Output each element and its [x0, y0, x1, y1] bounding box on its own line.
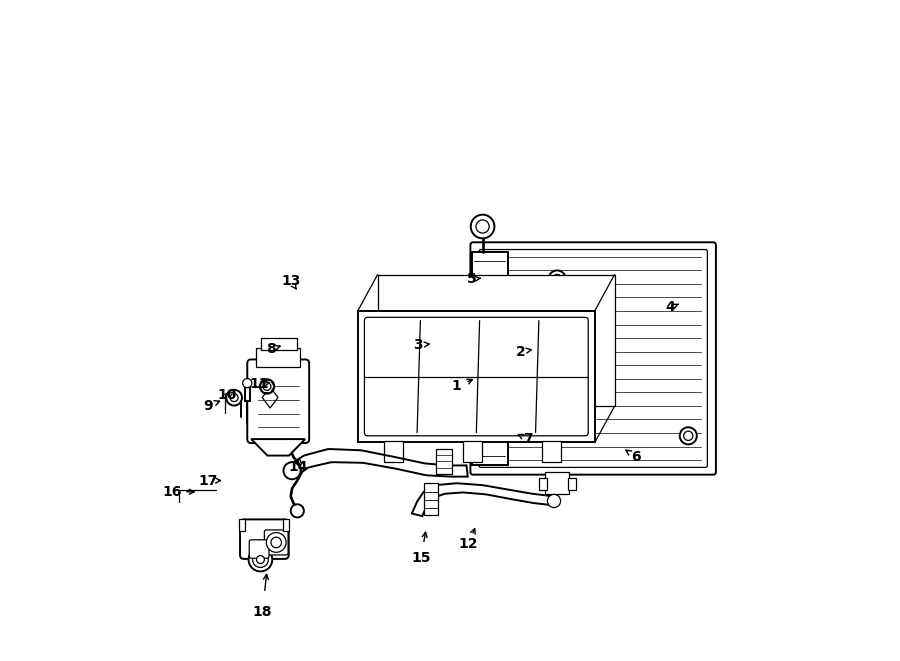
Circle shape — [248, 548, 273, 571]
Text: 7: 7 — [523, 432, 533, 446]
Bar — [539, 478, 546, 490]
Text: 13: 13 — [281, 274, 301, 288]
Text: 8: 8 — [266, 342, 275, 356]
Text: 12: 12 — [459, 537, 478, 551]
Polygon shape — [378, 274, 615, 407]
Bar — [424, 483, 438, 515]
FancyBboxPatch shape — [248, 360, 309, 443]
Circle shape — [263, 383, 271, 391]
Circle shape — [476, 220, 490, 233]
Bar — [464, 441, 482, 462]
FancyBboxPatch shape — [265, 530, 288, 555]
Circle shape — [271, 537, 282, 548]
Bar — [256, 348, 300, 367]
Bar — [472, 252, 508, 465]
Circle shape — [553, 274, 562, 284]
Polygon shape — [251, 439, 305, 455]
Bar — [384, 441, 402, 462]
Text: 18: 18 — [253, 605, 272, 619]
Bar — [545, 472, 569, 494]
FancyBboxPatch shape — [471, 243, 716, 475]
Circle shape — [471, 215, 494, 239]
FancyBboxPatch shape — [240, 520, 289, 559]
Text: 4: 4 — [666, 301, 675, 315]
Text: 6: 6 — [631, 450, 641, 464]
Bar — [283, 520, 290, 531]
Circle shape — [291, 504, 304, 518]
Circle shape — [549, 270, 566, 288]
Circle shape — [284, 462, 301, 479]
Circle shape — [256, 556, 265, 564]
Circle shape — [260, 379, 274, 394]
Text: 16: 16 — [163, 485, 182, 499]
Bar — [261, 338, 297, 350]
Text: 15: 15 — [411, 551, 431, 564]
Bar — [238, 520, 246, 531]
Circle shape — [680, 427, 697, 444]
Polygon shape — [358, 311, 595, 442]
Text: 9: 9 — [203, 399, 213, 412]
Bar — [568, 478, 576, 490]
Circle shape — [243, 379, 252, 388]
Text: 10: 10 — [218, 388, 238, 402]
Circle shape — [253, 552, 268, 567]
Circle shape — [266, 533, 286, 553]
Text: 14: 14 — [289, 460, 309, 474]
Text: 11: 11 — [249, 377, 269, 391]
Text: 5: 5 — [467, 272, 477, 286]
Bar — [245, 385, 250, 401]
Circle shape — [547, 494, 561, 508]
Text: 1: 1 — [452, 379, 462, 393]
FancyBboxPatch shape — [249, 540, 269, 559]
Bar — [542, 441, 561, 462]
Text: 17: 17 — [199, 473, 218, 488]
FancyBboxPatch shape — [479, 250, 707, 467]
Circle shape — [684, 431, 693, 440]
Bar — [436, 449, 452, 474]
Circle shape — [230, 394, 238, 402]
Text: 3: 3 — [414, 338, 423, 352]
Circle shape — [226, 390, 242, 406]
Text: 2: 2 — [517, 344, 526, 358]
